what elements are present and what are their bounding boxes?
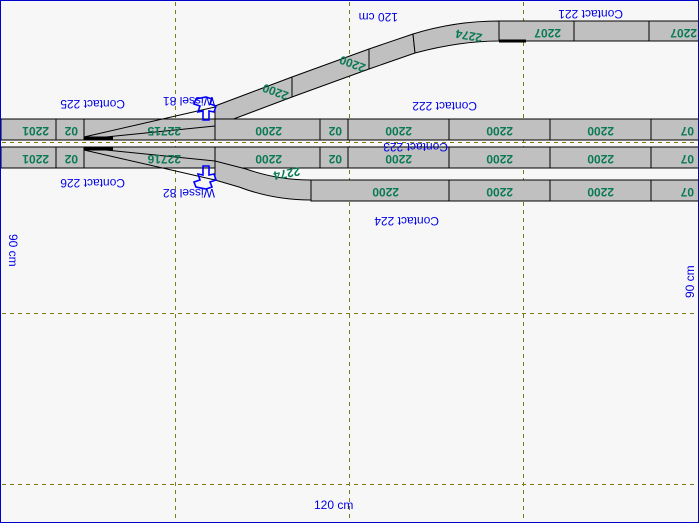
code-row2-2200-c: 2200 — [486, 152, 513, 166]
code-row1-02-b: 02 — [328, 124, 342, 138]
row2-piece-07 — [650, 146, 698, 169]
code-branch-2207-a: 2207 — [534, 26, 561, 40]
scale-label-right-90cm: 90 cm — [683, 265, 697, 298]
row2-turnout-line-a — [83, 149, 216, 181]
code-row3-07: 07 — [680, 185, 694, 199]
code-row2-22716: 22716 — [147, 152, 181, 166]
contact-label-221: Contact 221 — [558, 7, 623, 21]
contact-label-224: Contact 224 — [374, 214, 439, 228]
scale-label-top-120cm: 120 cm — [358, 10, 398, 24]
track-row-upper — [1, 106, 698, 141]
code-row1-2200-a: 2200 — [255, 124, 282, 138]
code-row1-2200-c: 2200 — [486, 124, 513, 138]
wissel-81-symbol — [192, 96, 218, 121]
row1-turnout-line-a — [83, 106, 216, 138]
code-row2-2200-d: 2200 — [587, 152, 614, 166]
contact-label-223: Contact 223 — [383, 140, 448, 154]
code-row1-07: 07 — [680, 124, 694, 138]
code-row3-2200-b: 2200 — [486, 185, 513, 199]
row1-turnout-line-b — [95, 125, 216, 139]
code-row1-2200-d: 2200 — [587, 124, 614, 138]
row2-turnout-line-b — [95, 148, 216, 162]
row3-piece-07 — [650, 179, 698, 202]
turnout-label-wissel-81: Wissel 81 — [162, 94, 215, 108]
track-row-bottom — [310, 179, 698, 202]
branch-piece-2207-c — [648, 20, 698, 42]
contact-label-225: Contact 225 — [60, 97, 125, 111]
code-row2-07: 07 — [680, 152, 694, 166]
code-row1-22715: 22715 — [147, 124, 181, 138]
code-row3-2200-a: 2200 — [372, 185, 399, 199]
branch-track-upper — [214, 20, 698, 127]
code-row1-2201: 2201 — [22, 124, 49, 138]
code-row2-02-b: 02 — [328, 152, 342, 166]
code-row2-2200-b: 2200 — [385, 152, 412, 166]
row1-piece-07 — [650, 118, 698, 141]
turnout-symbols — [192, 96, 218, 190]
track-row-lower — [1, 146, 698, 181]
code-row3-2200-c: 2200 — [587, 185, 614, 199]
wissel-82-symbol — [192, 165, 218, 190]
contact-label-222: Contact 222 — [412, 99, 477, 113]
branch-piece-2200-c — [368, 33, 416, 70]
code-row1-02: 02 — [64, 124, 78, 138]
scale-label-left-90cm: 90 cm — [6, 234, 20, 267]
turnout-label-wissel-82: Wissel 82 — [162, 186, 215, 200]
scale-label-bottom-120cm: 120 cm — [314, 498, 354, 512]
